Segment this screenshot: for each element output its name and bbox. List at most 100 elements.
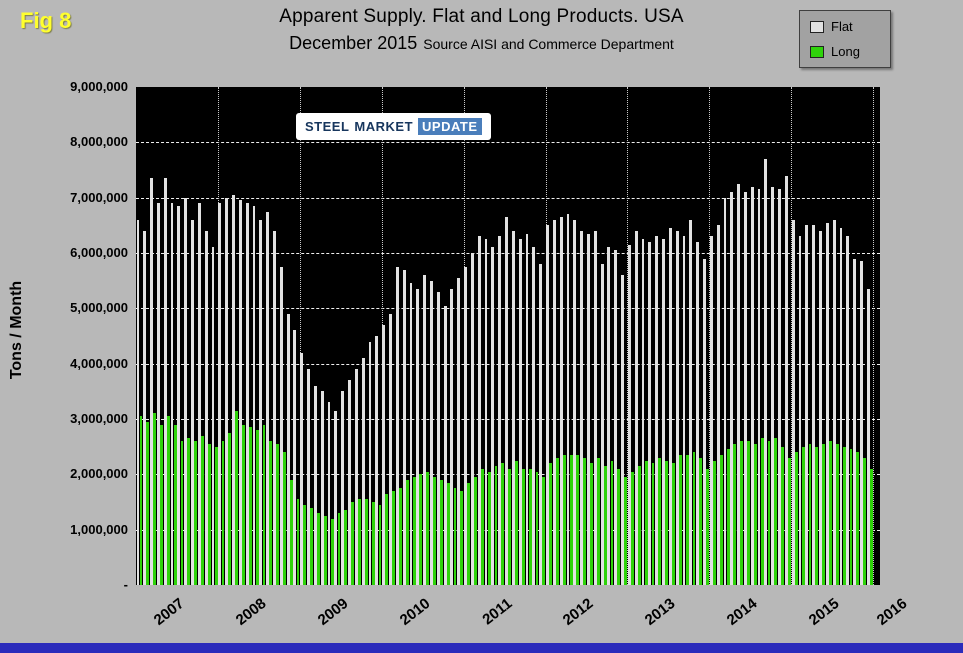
chart-source-note: Source AISI and Commerce Department [423, 36, 674, 52]
long-bar [569, 454, 573, 585]
long-bar [248, 427, 252, 585]
flat-bar [245, 203, 249, 585]
long-bar [863, 457, 867, 585]
flat-bar [361, 358, 365, 585]
horizontal-gridline [136, 529, 880, 531]
flat-bar [375, 336, 379, 585]
flat-bar [320, 391, 324, 585]
legend-item-flat: Flat [810, 19, 880, 34]
x-axis-year-label: 2015 [805, 595, 843, 629]
long-bar [467, 482, 471, 585]
flat-bar [450, 288, 454, 585]
long-bar [835, 443, 839, 585]
flat-bar [716, 225, 720, 585]
long-bar [726, 449, 730, 585]
flat-bar [682, 236, 686, 585]
long-bar [856, 452, 860, 585]
long-bar [310, 507, 314, 585]
flat-bar [703, 258, 706, 585]
flat-bar [771, 186, 775, 585]
long-bar [201, 435, 204, 585]
long-bar [344, 510, 348, 585]
long-bar [228, 432, 232, 585]
long-bar [794, 452, 798, 585]
flat-bar [668, 228, 672, 585]
long-bar [439, 479, 443, 585]
horizontal-gridline [136, 419, 880, 420]
x-axis-year-label: 2011 [478, 595, 516, 629]
long-bar [364, 499, 368, 585]
long-bar [501, 463, 505, 585]
flat-bar [825, 222, 829, 585]
long-bar [617, 468, 621, 585]
steel-market-update-logo: STEEL MARKET UPDATE [296, 113, 491, 140]
long-bar [480, 468, 484, 585]
x-axis-year-label: 2010 [396, 595, 434, 629]
flat-bar [791, 219, 795, 585]
long-bar [781, 446, 785, 585]
long-bar [542, 477, 546, 585]
long-bar [371, 502, 375, 585]
flat-bar [204, 230, 208, 585]
flat-bar [354, 369, 358, 585]
long-bar [535, 471, 539, 585]
flat-bar [143, 230, 147, 585]
flat-bar [846, 236, 850, 585]
flat-bar [286, 313, 290, 585]
logo-text-market: MARKET [354, 119, 414, 134]
long-bar [255, 430, 259, 585]
long-bar [296, 499, 300, 585]
flat-bar [279, 266, 283, 585]
flat-bar [819, 230, 822, 585]
long-bar [323, 515, 327, 585]
long-bar [631, 471, 634, 585]
flat-bar [764, 158, 768, 585]
y-axis-tick-label: 8,000,000 [70, 134, 128, 150]
long-bar [583, 457, 587, 585]
flat-bar [389, 313, 392, 585]
long-bar [282, 452, 286, 585]
flat-bar [170, 203, 174, 585]
flat-bar [634, 230, 638, 585]
long-bar [658, 457, 662, 585]
long-bar [330, 518, 334, 585]
long-bar [596, 457, 600, 585]
long-bar [303, 504, 307, 585]
long-bar [378, 504, 382, 585]
x-axis-year-label: 2013 [642, 595, 679, 629]
long-bar [187, 438, 191, 585]
long-bar [180, 441, 184, 585]
flat-bar [866, 288, 870, 585]
flat-bar [696, 241, 700, 585]
figure-number-label: Fig 8 [20, 8, 72, 33]
flat-bar [484, 239, 488, 585]
long-bar [276, 443, 279, 585]
long-bar [474, 477, 477, 585]
flat-bar [293, 330, 297, 585]
long-bar [549, 463, 553, 585]
flat-bar [457, 277, 461, 585]
flat-bar [334, 410, 338, 585]
long-bar [678, 454, 682, 585]
long-bar [753, 443, 757, 585]
y-axis-tick-label: 3,000,000 [70, 411, 128, 426]
legend-label-flat: Flat [831, 19, 853, 34]
flat-bar [743, 192, 747, 585]
x-axis-year-label: 2012 [560, 595, 597, 629]
legend: Flat Long [799, 10, 891, 68]
flat-bar [586, 233, 590, 585]
long-bar [521, 468, 525, 585]
flat-bar [191, 219, 194, 585]
long-bar [733, 443, 737, 585]
flat-bar [252, 205, 256, 585]
flat-bar [136, 219, 140, 585]
long-bar [849, 449, 853, 585]
flat-bar [259, 219, 263, 585]
flat-bar [573, 219, 577, 585]
flat-bar [662, 239, 665, 585]
flat-bar [327, 402, 331, 585]
flat-bar [621, 275, 624, 585]
horizontal-gridline [136, 363, 880, 365]
long-bar [699, 457, 703, 585]
